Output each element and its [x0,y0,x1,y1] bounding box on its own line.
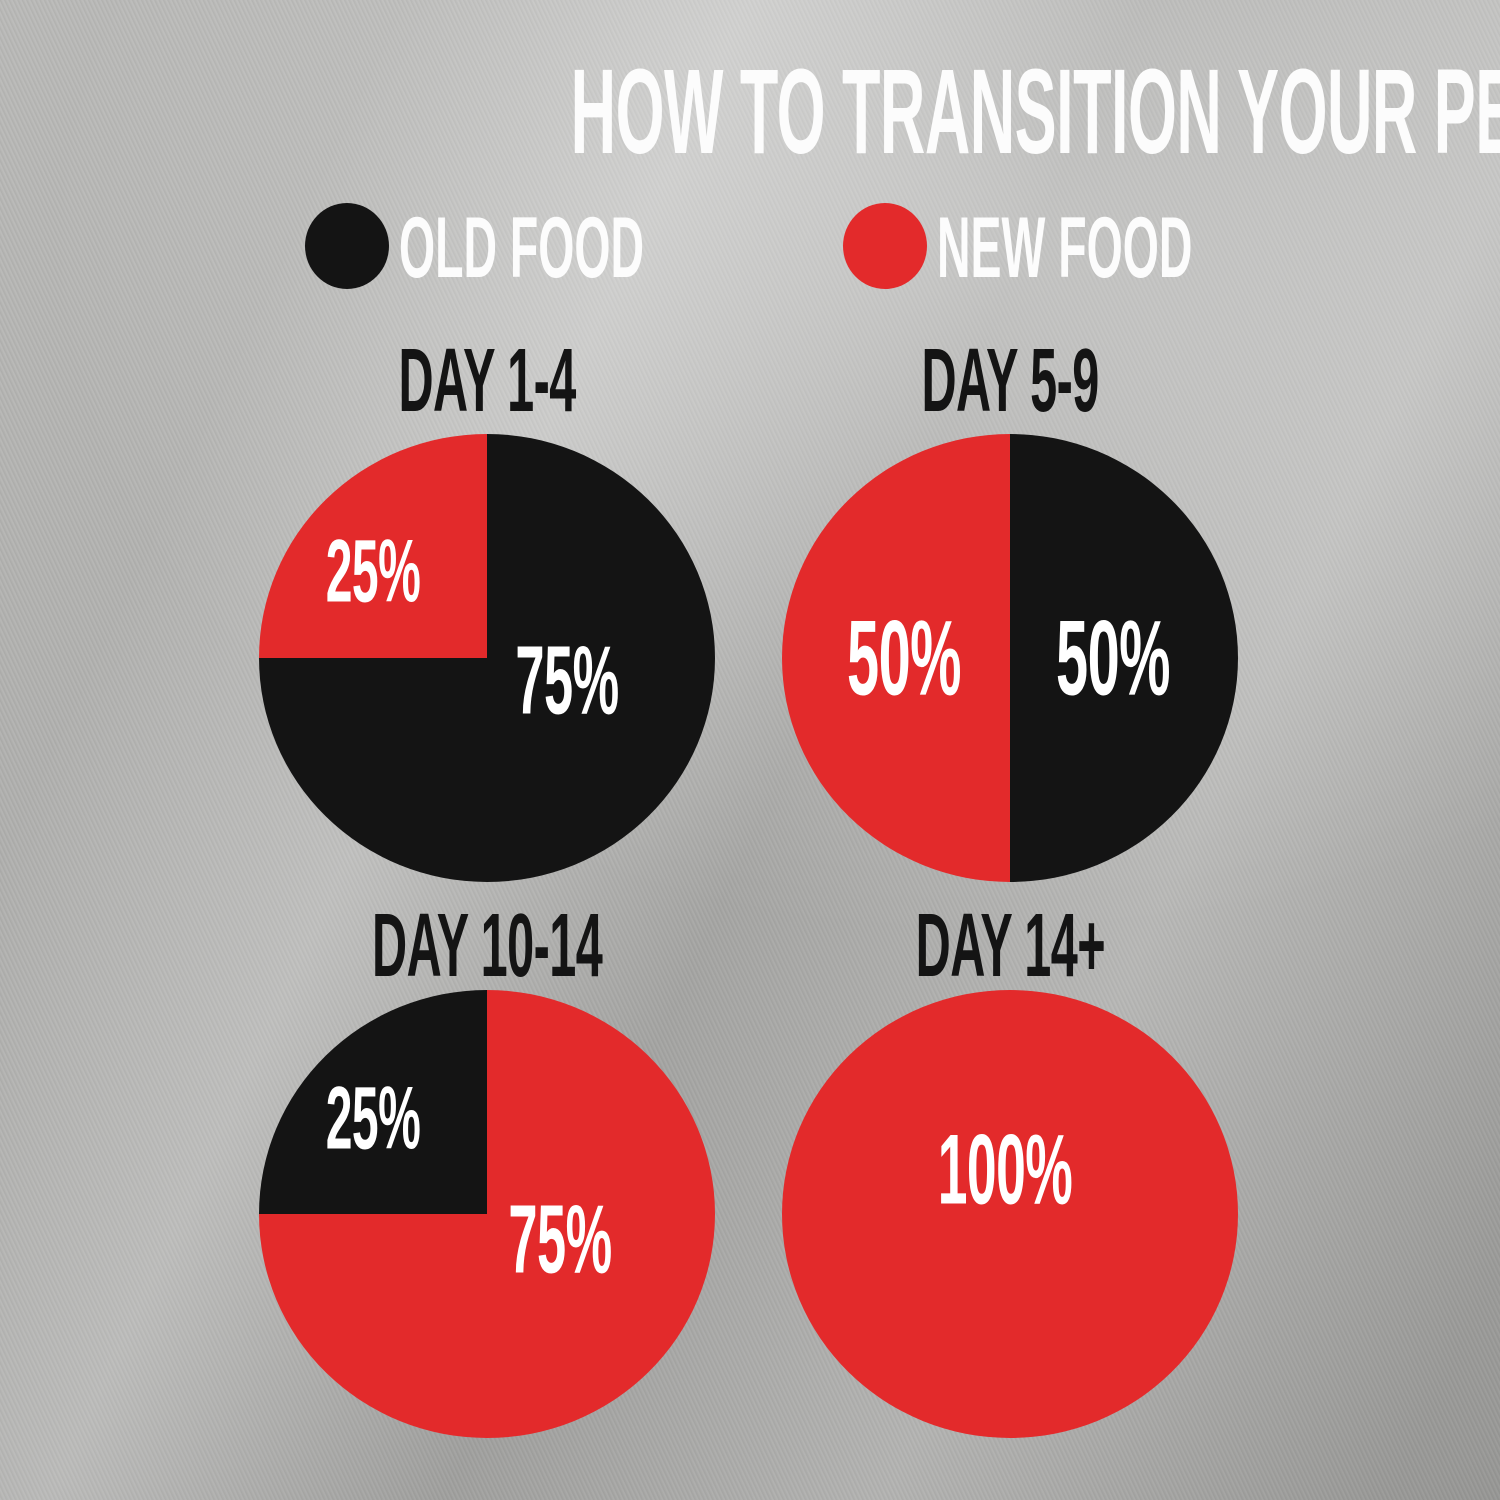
page-title: HOW TO TRANSITION YOUR PET'S FOOD [570,43,1500,179]
pie-chart-day-10-14: 75% 25% [259,990,715,1438]
pie-slice-label-old-food: 25% [325,1067,421,1168]
pie-slice-label-new-food: 100% [938,1113,1073,1225]
day-range-label-5-9: DAY 5-9 [921,331,1099,431]
legend-label-old-food: OLD FOOD [399,200,645,296]
pie-slice-label-old-food: 75% [515,625,619,734]
pie-slice-label-new-food: 25% [325,520,421,621]
pie-slice-label-new-food: 75% [508,1184,612,1294]
pie-chart-day-1-4: 75% 25% [259,434,715,882]
pie-slice-label-new-food: 50% [847,597,962,718]
new-food-dot-icon [843,202,927,289]
pie-slice-label-old-food: 50% [1055,597,1171,718]
day-range-label-10-14: DAY 10-14 [371,896,603,996]
old-food-dot-icon [305,202,389,289]
day-range-label-14-plus: DAY 14+ [915,896,1105,996]
legend-item-old-food: OLD FOOD [305,200,853,291]
pie-chart-day-5-9: 50% 50% [782,434,1238,882]
legend-item-new-food: NEW FOOD [843,200,1410,291]
pie-chart-day-14-plus: 100% [782,990,1238,1438]
day-range-label-1-4: DAY 1-4 [398,331,576,431]
legend-label-new-food: NEW FOOD [937,200,1193,296]
